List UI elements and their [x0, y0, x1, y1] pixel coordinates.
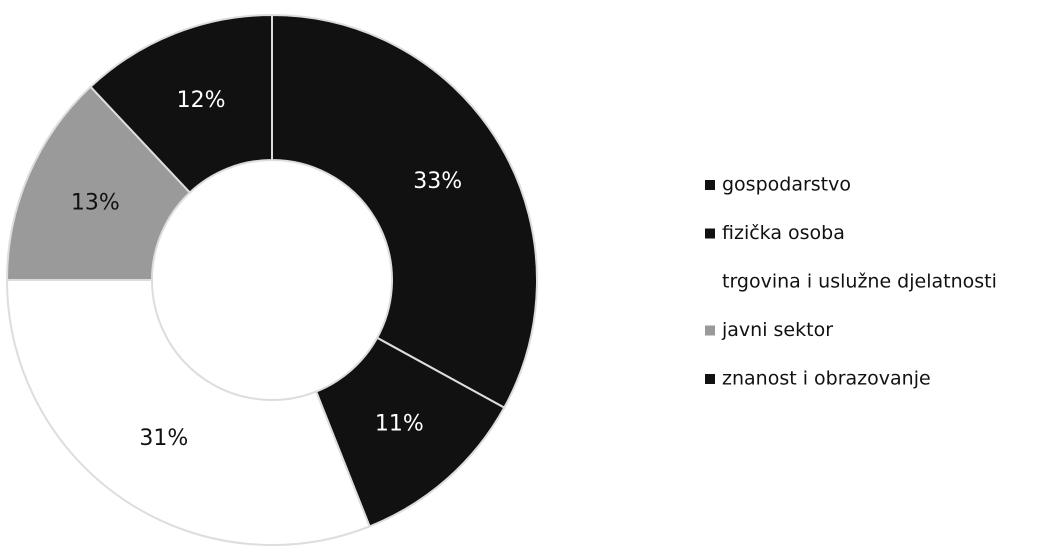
legend-label: fizička osoba	[722, 222, 845, 244]
data-label: 12%	[177, 88, 226, 113]
data-label: 31%	[139, 426, 188, 451]
slice	[5, 279, 371, 546]
donut: 33% 11% 31% 13% 12%	[5, 13, 538, 546]
legend-label: trgovina i uslužne djelatnosti	[722, 271, 997, 293]
legend: gospodarstvo fizička osoba trgovina i uslu…	[705, 174, 997, 390]
legend-marker	[705, 228, 715, 239]
data-label: 33%	[413, 169, 462, 194]
legend-marker	[705, 374, 715, 384]
legend-label: gospodarstvo	[722, 174, 851, 196]
slice	[89, 13, 273, 194]
data-label: 13%	[71, 191, 120, 216]
legend-label: znanost i obrazovanje	[722, 368, 931, 390]
legend-label: javni sektor	[721, 319, 833, 341]
slice	[271, 13, 538, 410]
slice	[5, 85, 192, 281]
legend-marker	[705, 180, 715, 190]
legend-marker	[705, 277, 715, 287]
legend-marker	[705, 325, 715, 336]
data-label: 11%	[375, 411, 424, 436]
